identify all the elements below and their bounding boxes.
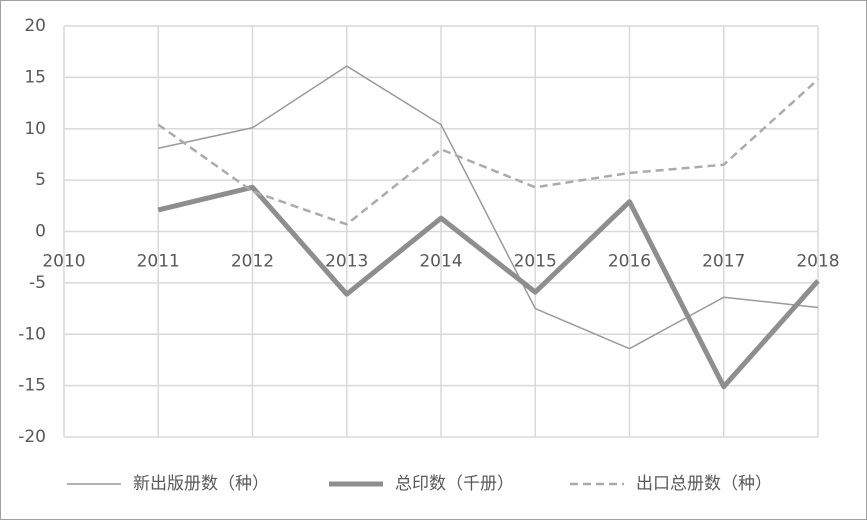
legend-label: 新出版册数（种） (133, 474, 269, 494)
y-tick-label: -5 (29, 273, 46, 293)
y-tick-label: 5 (35, 170, 46, 190)
x-tick-label: 2010 (42, 252, 85, 272)
x-tick-label: 2011 (137, 252, 180, 272)
legend-label: 总印数（千册） (395, 474, 514, 494)
x-tick-label: 2018 (796, 252, 839, 272)
y-tick-label: 10 (24, 119, 46, 139)
series-line (157, 184, 820, 390)
y-tick-label: 0 (35, 222, 46, 242)
legend-label: 出口总册数（种） (636, 474, 772, 494)
y-tick-label: -20 (18, 427, 46, 447)
x-tick-label: 2016 (608, 252, 651, 272)
x-tick-label: 2014 (419, 252, 462, 272)
x-tick-label: 2017 (702, 252, 745, 272)
y-tick-label: -15 (18, 376, 46, 396)
y-tick-label: -10 (18, 324, 46, 344)
x-tick-label: 2013 (325, 252, 368, 272)
series-line (157, 78, 819, 226)
series-line (158, 65, 819, 350)
y-tick-label: 15 (24, 67, 46, 87)
x-tick-label: 2015 (514, 252, 557, 272)
y-tick-label: 20 (24, 16, 46, 36)
x-tick-label: 2012 (231, 252, 274, 272)
